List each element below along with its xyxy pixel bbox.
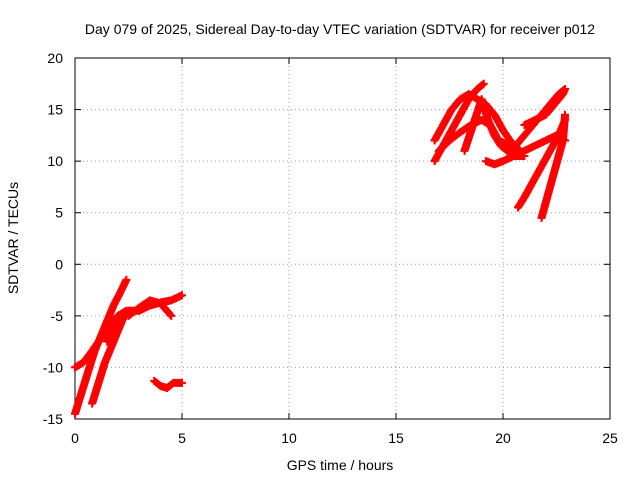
data-series bbox=[537, 110, 570, 222]
data-series bbox=[460, 95, 529, 160]
data-series bbox=[124, 296, 176, 320]
data-points bbox=[71, 79, 570, 418]
y-tick-label: 5 bbox=[55, 205, 63, 221]
y-axis-label: SDTVAR / TECUs bbox=[5, 182, 21, 294]
data-point bbox=[166, 310, 175, 319]
data-point bbox=[478, 80, 487, 89]
x-tick-label: 15 bbox=[388, 430, 404, 446]
x-tick-label: 10 bbox=[281, 430, 297, 446]
axis-ticks bbox=[74, 57, 611, 420]
data-point bbox=[178, 378, 186, 387]
x-tick-label: 5 bbox=[178, 430, 186, 446]
data-point bbox=[122, 275, 131, 284]
data-point bbox=[178, 291, 186, 300]
data-point bbox=[561, 84, 570, 93]
x-tick-labels: 0 5 10 15 20 25 bbox=[71, 430, 618, 446]
y-tick-labels: -15 -10 -5 0 5 10 15 20 bbox=[43, 50, 63, 427]
x-axis-label: GPS time / hours bbox=[287, 457, 394, 473]
y-tick-label: 15 bbox=[47, 102, 63, 118]
y-tick-label: 20 bbox=[47, 50, 63, 66]
data-series bbox=[150, 376, 186, 393]
y-tick-label: 10 bbox=[47, 153, 63, 169]
y-tick-label: -15 bbox=[43, 411, 63, 427]
y-tick-label: -10 bbox=[43, 359, 63, 375]
data-series bbox=[71, 275, 131, 418]
x-tick-label: 20 bbox=[495, 430, 511, 446]
data-point bbox=[167, 311, 176, 320]
data-series bbox=[520, 84, 570, 130]
data-series bbox=[430, 90, 525, 155]
plot-frame bbox=[74, 57, 611, 420]
chart-title: Day 079 of 2025, Sidereal Day-to-day VTE… bbox=[85, 21, 595, 37]
grid bbox=[75, 58, 610, 419]
data-series bbox=[88, 311, 129, 408]
data-point bbox=[561, 110, 570, 119]
y-tick-label: 0 bbox=[55, 256, 63, 272]
data-point bbox=[479, 79, 488, 88]
x-tick-label: 0 bbox=[71, 430, 79, 446]
x-tick-label: 25 bbox=[602, 430, 618, 446]
y-tick-label: -5 bbox=[51, 308, 64, 324]
